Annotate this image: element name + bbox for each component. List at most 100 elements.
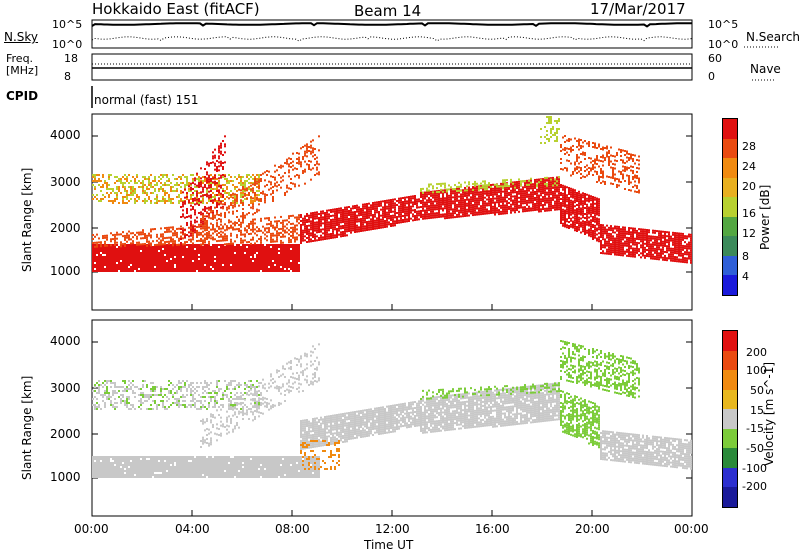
echo-cell	[562, 184, 564, 187]
echo-cell	[510, 191, 512, 194]
echo-cell	[458, 215, 460, 218]
echo-cell	[290, 240, 292, 243]
echo-cell	[432, 192, 434, 195]
echo-cell	[226, 188, 228, 190]
echo-cell	[288, 260, 290, 262]
echo-cell	[380, 214, 382, 217]
echo-cell	[308, 240, 310, 243]
echo-cell	[210, 186, 212, 188]
echo-cell	[470, 198, 472, 201]
echo-cell	[354, 213, 356, 215]
echo-cell	[398, 213, 400, 216]
echo-cell	[282, 227, 284, 230]
echo-cell	[312, 236, 314, 238]
echo-cell	[282, 266, 284, 268]
echo-cell	[244, 216, 246, 219]
echo-cell	[122, 231, 124, 234]
echo-cell	[482, 184, 484, 187]
echo-cell	[278, 260, 280, 262]
echo-cell	[150, 254, 152, 256]
echo-cell	[140, 254, 142, 256]
echo-cell	[108, 188, 110, 190]
echo-cell	[334, 234, 336, 237]
echo-cell	[126, 244, 128, 246]
echo-cell	[350, 225, 352, 228]
echo-cell	[178, 262, 180, 264]
echo-cell	[242, 254, 244, 256]
echo-cell	[540, 202, 542, 205]
echo-cell	[390, 223, 392, 225]
echo-cell	[188, 264, 190, 266]
echo-cell	[498, 211, 500, 214]
echo-cell	[104, 182, 106, 184]
echo-cell	[176, 256, 178, 258]
echo-cell	[138, 248, 140, 250]
echo-cell	[288, 215, 290, 218]
echo-cell	[248, 204, 250, 206]
echo-cell	[214, 200, 216, 202]
echo-cell	[496, 191, 498, 194]
echo-cell	[296, 220, 298, 223]
echo-cell	[282, 175, 284, 178]
echo-cell	[494, 193, 496, 196]
echo-cell	[246, 180, 248, 182]
echo-cell	[186, 258, 188, 260]
echo-cell	[152, 248, 154, 250]
echo-cell	[346, 220, 348, 223]
echo-cell	[140, 231, 142, 234]
echo-cell	[106, 234, 108, 237]
echo-cell	[116, 176, 118, 178]
echo-cell	[562, 202, 564, 205]
echo-cell	[514, 201, 516, 204]
echo-cell	[150, 186, 152, 188]
echo-cell	[284, 219, 286, 222]
echo-cell	[202, 262, 204, 264]
echo-cell	[450, 188, 452, 191]
echo-cell	[372, 206, 374, 208]
echo-cell	[228, 180, 230, 182]
echo-cell	[186, 178, 188, 180]
echo-cell	[186, 194, 188, 196]
echo-cell	[558, 206, 560, 209]
echo-cell	[218, 214, 220, 216]
echo-cell	[286, 223, 288, 226]
echo-cell	[282, 270, 284, 272]
echo-cell	[358, 214, 360, 217]
echo-cell	[466, 185, 468, 188]
echo-cell	[370, 226, 372, 229]
echo-cell	[182, 205, 184, 208]
echo-cell	[556, 206, 558, 209]
echo-cell	[276, 238, 278, 241]
echo-cell	[242, 188, 244, 190]
echo-cell	[262, 172, 264, 175]
echo-cell	[252, 213, 254, 216]
echo-cell	[254, 264, 256, 266]
echo-cell	[378, 201, 380, 203]
echo-cell	[218, 184, 220, 186]
echo-cell	[154, 180, 156, 182]
echo-cell	[100, 245, 102, 248]
echo-cell	[530, 179, 532, 182]
echo-cell	[290, 214, 292, 217]
echo-cell	[548, 187, 550, 190]
freq-tick-top: 18	[64, 52, 78, 65]
echo-cell	[308, 232, 310, 235]
echo-cell	[462, 201, 464, 204]
echo-cell	[292, 266, 294, 268]
echo-cell	[190, 234, 192, 237]
echo-cell	[208, 240, 210, 243]
echo-cell	[310, 238, 312, 241]
echo-cell	[244, 190, 246, 192]
echo-cell	[260, 262, 262, 264]
echo-cell	[236, 266, 238, 268]
echo-cell	[356, 216, 358, 219]
echo-cell	[298, 252, 300, 254]
echo-cell	[292, 152, 294, 155]
echo-cell	[316, 162, 318, 165]
echo-cell	[142, 190, 144, 192]
echo-cell	[106, 188, 108, 190]
echo-cell	[128, 270, 130, 272]
echo-cell	[496, 197, 498, 200]
echo-cell	[462, 197, 464, 200]
echo-cell	[204, 215, 206, 218]
